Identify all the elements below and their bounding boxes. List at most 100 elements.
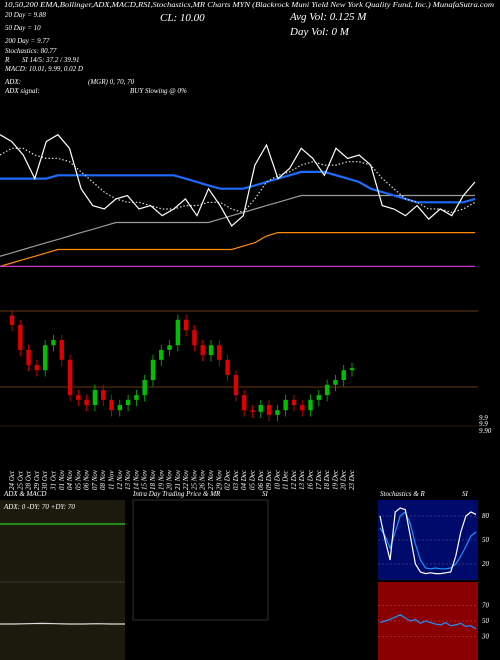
x-tick-label: 22 Nov — [182, 469, 190, 490]
x-tick-label: 13 Nov — [124, 469, 132, 490]
x-tick-label: 30 Oct — [41, 470, 49, 491]
candle-body — [159, 349, 164, 360]
candle-body — [92, 389, 98, 406]
day-vol: Day Vol: 0 M — [289, 26, 350, 38]
x-tick-label: 07 Nov — [91, 469, 99, 490]
adx-label: ADX: — [4, 78, 21, 86]
candle-body — [333, 380, 338, 385]
series-line — [0, 147, 476, 214]
series-line — [0, 232, 475, 267]
adx-signal: BUY Slowing @ 0% — [130, 87, 187, 95]
candle-body — [84, 399, 89, 406]
x-tick-label: 10 Dec — [273, 469, 281, 490]
candle-body — [9, 315, 15, 325]
x-tick-label: 03 Dec — [232, 469, 240, 490]
candle-body — [250, 410, 255, 412]
candle-body — [117, 405, 123, 411]
x-tick-label: 21 Nov — [174, 469, 182, 490]
candle-body — [34, 365, 40, 371]
candle-body — [67, 359, 73, 396]
x-tick-label: 11 Nov — [108, 470, 116, 490]
candle-body — [233, 374, 239, 396]
x-tick-label: 04 Dec — [240, 469, 248, 490]
x-tick-label: 23 Dec — [348, 469, 356, 490]
x-tick-label: 05 Nov — [74, 469, 82, 490]
candle-body — [324, 384, 330, 396]
intra-panel — [132, 499, 269, 621]
candle-body — [291, 399, 297, 406]
x-tick-label: 24 Oct — [8, 470, 16, 490]
x-tick-label: 19 Dec — [331, 469, 339, 490]
ema20: 20 Day = 9.88 — [5, 11, 46, 19]
avg-vol: Avg Vol: 0.125 M — [289, 11, 367, 23]
price-label: 9.90 — [479, 427, 492, 435]
macd-text: MACD: 10.01, 9.99, 0.02 D — [4, 65, 83, 73]
candle-body — [316, 395, 322, 400]
stoch-text: Stochastics: 80.77 — [5, 47, 57, 55]
candle-body — [134, 395, 139, 400]
panel-title: SI — [462, 490, 469, 498]
candle-body — [183, 319, 189, 331]
price-label: 9.9 — [479, 414, 488, 422]
x-tick-label: 05 Dec — [248, 469, 256, 490]
adx-values: ADX: 0 -DY: 70 +DY: 70 — [3, 503, 75, 511]
x-tick-label: 25 Nov — [190, 469, 198, 490]
x-tick-label: 12 Nov — [116, 469, 124, 490]
y-tick-label: 70 — [482, 601, 490, 609]
x-tick-label: 14 Nov — [132, 469, 140, 490]
candle-body — [241, 395, 247, 411]
x-tick-label: 28 Oct — [25, 470, 33, 490]
x-tick-label: 06 Nov — [83, 469, 91, 490]
candle-body — [283, 399, 288, 411]
x-tick-label: 11 Dec — [282, 470, 290, 490]
candle-body — [59, 340, 64, 360]
x-tick-label: 09 Dec — [265, 469, 273, 490]
candle-body — [26, 349, 31, 365]
series-line — [0, 133, 476, 227]
x-tick-label: 17 Dec — [315, 469, 323, 490]
rsi-text: SI 14/5: 37.2 / 39.91 — [22, 56, 80, 64]
candle-body — [18, 324, 23, 350]
candle-body — [150, 359, 156, 381]
candle-body — [125, 399, 131, 406]
candle-body — [341, 370, 346, 381]
panel-title: Stochastics & R — [380, 490, 425, 498]
y-tick-label: 50 — [482, 536, 490, 544]
price-label: 9.9 — [479, 420, 488, 428]
y-tick-label: 30 — [481, 633, 490, 641]
panel-title: SI — [262, 490, 269, 498]
candle-body — [266, 405, 272, 415]
adx-text: (MGR) 0, 70, 70 — [88, 78, 135, 86]
panel-title: Intra Day Trading Price & MR — [132, 490, 221, 498]
x-tick-label: 01 Nov — [58, 469, 66, 490]
candle-body — [258, 405, 263, 412]
series-line — [379, 614, 477, 630]
rsi-r: R — [4, 56, 10, 64]
candle-body — [142, 380, 147, 396]
rsi-panel — [378, 582, 478, 660]
x-tick-label: 19 Nov — [157, 469, 165, 490]
x-tick-label: 31 Oct — [49, 470, 57, 491]
candle-body — [308, 399, 313, 411]
candle-body — [192, 330, 197, 346]
x-tick-label: 18 Nov — [149, 469, 157, 490]
x-tick-label: 15 Nov — [141, 469, 149, 490]
series-line — [379, 507, 477, 575]
x-tick-label: 18 Dec — [323, 469, 331, 490]
series-line — [0, 170, 476, 204]
ema50: 50 Day = 10 — [5, 24, 41, 32]
x-tick-label: 13 Dec — [298, 469, 306, 490]
candle-body — [101, 389, 106, 400]
x-tick-label: 29 Nov — [215, 469, 223, 490]
x-tick-label: 02 Dec — [224, 469, 232, 490]
x-tick-label: 27 Nov — [207, 469, 215, 490]
top-line: 10,50,200 EMA,Bollinger,ADX,MACD,RSI,Sto… — [4, 1, 494, 9]
x-tick-label: 29 Oct — [33, 470, 41, 490]
adx-signal-label: ADX signal: — [4, 87, 40, 95]
x-tick-label: 20 Nov — [166, 469, 174, 490]
x-tick-label: 16 Dec — [307, 469, 315, 490]
x-tick-label: 06 Dec — [257, 469, 265, 490]
ema200: 200 Day = 9.77 — [5, 37, 50, 45]
panel-title: ADX & MACD — [3, 490, 46, 498]
